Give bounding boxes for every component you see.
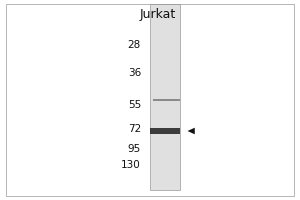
Bar	[150, 4, 180, 190]
Text: 72: 72	[128, 124, 141, 134]
Text: 28: 28	[128, 40, 141, 50]
Text: 95: 95	[128, 144, 141, 154]
Bar	[153, 99, 180, 101]
Text: 55: 55	[128, 100, 141, 110]
Polygon shape	[188, 128, 195, 134]
Text: Jurkat: Jurkat	[140, 8, 175, 21]
Text: 36: 36	[128, 68, 141, 78]
Text: 130: 130	[121, 160, 141, 170]
Bar	[150, 128, 180, 134]
